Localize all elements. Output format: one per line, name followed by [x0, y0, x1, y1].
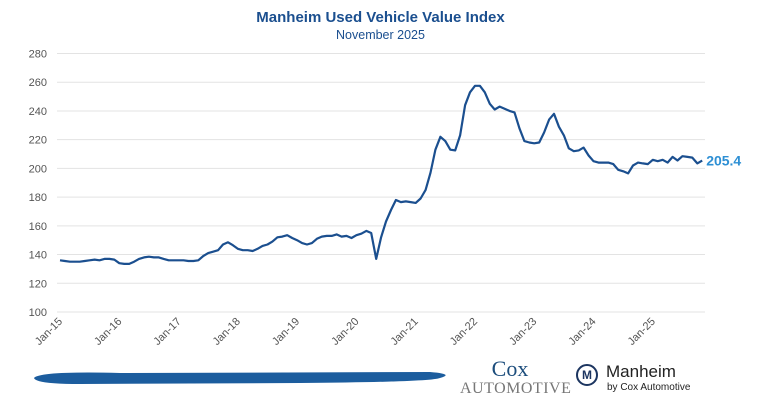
- automotive-logo-text: Automotive: [460, 380, 572, 397]
- manheim-subtitle: by Cox Automotive: [607, 382, 691, 393]
- x-tick-label: Jan-21: [389, 316, 421, 348]
- y-tick-label: 220: [29, 135, 47, 147]
- x-tick-label: Jan-25: [626, 316, 658, 348]
- y-tick-label: 200: [29, 163, 47, 175]
- end-value-label: 205.4: [706, 153, 741, 169]
- cox-logo-text: Cox: [491, 356, 529, 381]
- x-tick-label: Jan-23: [507, 316, 539, 348]
- y-tick-label: 100: [29, 307, 47, 319]
- y-tick-label: 280: [29, 49, 47, 61]
- y-tick-label: 140: [29, 250, 47, 262]
- manheim-name: Manheim: [606, 362, 676, 381]
- manheim-m-icon: M: [576, 364, 598, 386]
- x-tick-label: Jan-20: [329, 316, 361, 348]
- y-tick-label: 260: [29, 77, 47, 89]
- x-tick-label: Jan-22: [448, 316, 480, 348]
- series-line: [59, 84, 703, 265]
- chart-subtitle: November 2025: [336, 28, 425, 42]
- x-tick-label: Jan-24: [566, 316, 598, 348]
- x-tick-label: Jan-17: [151, 316, 183, 348]
- y-tick-label: 240: [29, 106, 47, 118]
- y-tick-label: 180: [29, 192, 47, 204]
- y-tick-label: 120: [29, 278, 47, 290]
- x-tick-label: Jan-16: [92, 316, 124, 348]
- x-tick-label: Jan-18: [211, 316, 243, 348]
- x-tick-label: Jan-19: [270, 316, 302, 348]
- chart-title: Manheim Used Vehicle Value Index: [256, 9, 505, 26]
- cox-automotive-logo: Cox Automotive: [460, 356, 572, 400]
- y-tick-label: 160: [29, 221, 47, 233]
- brush-stroke-decoration: [34, 372, 446, 384]
- x-tick-label: Jan-15: [33, 316, 65, 348]
